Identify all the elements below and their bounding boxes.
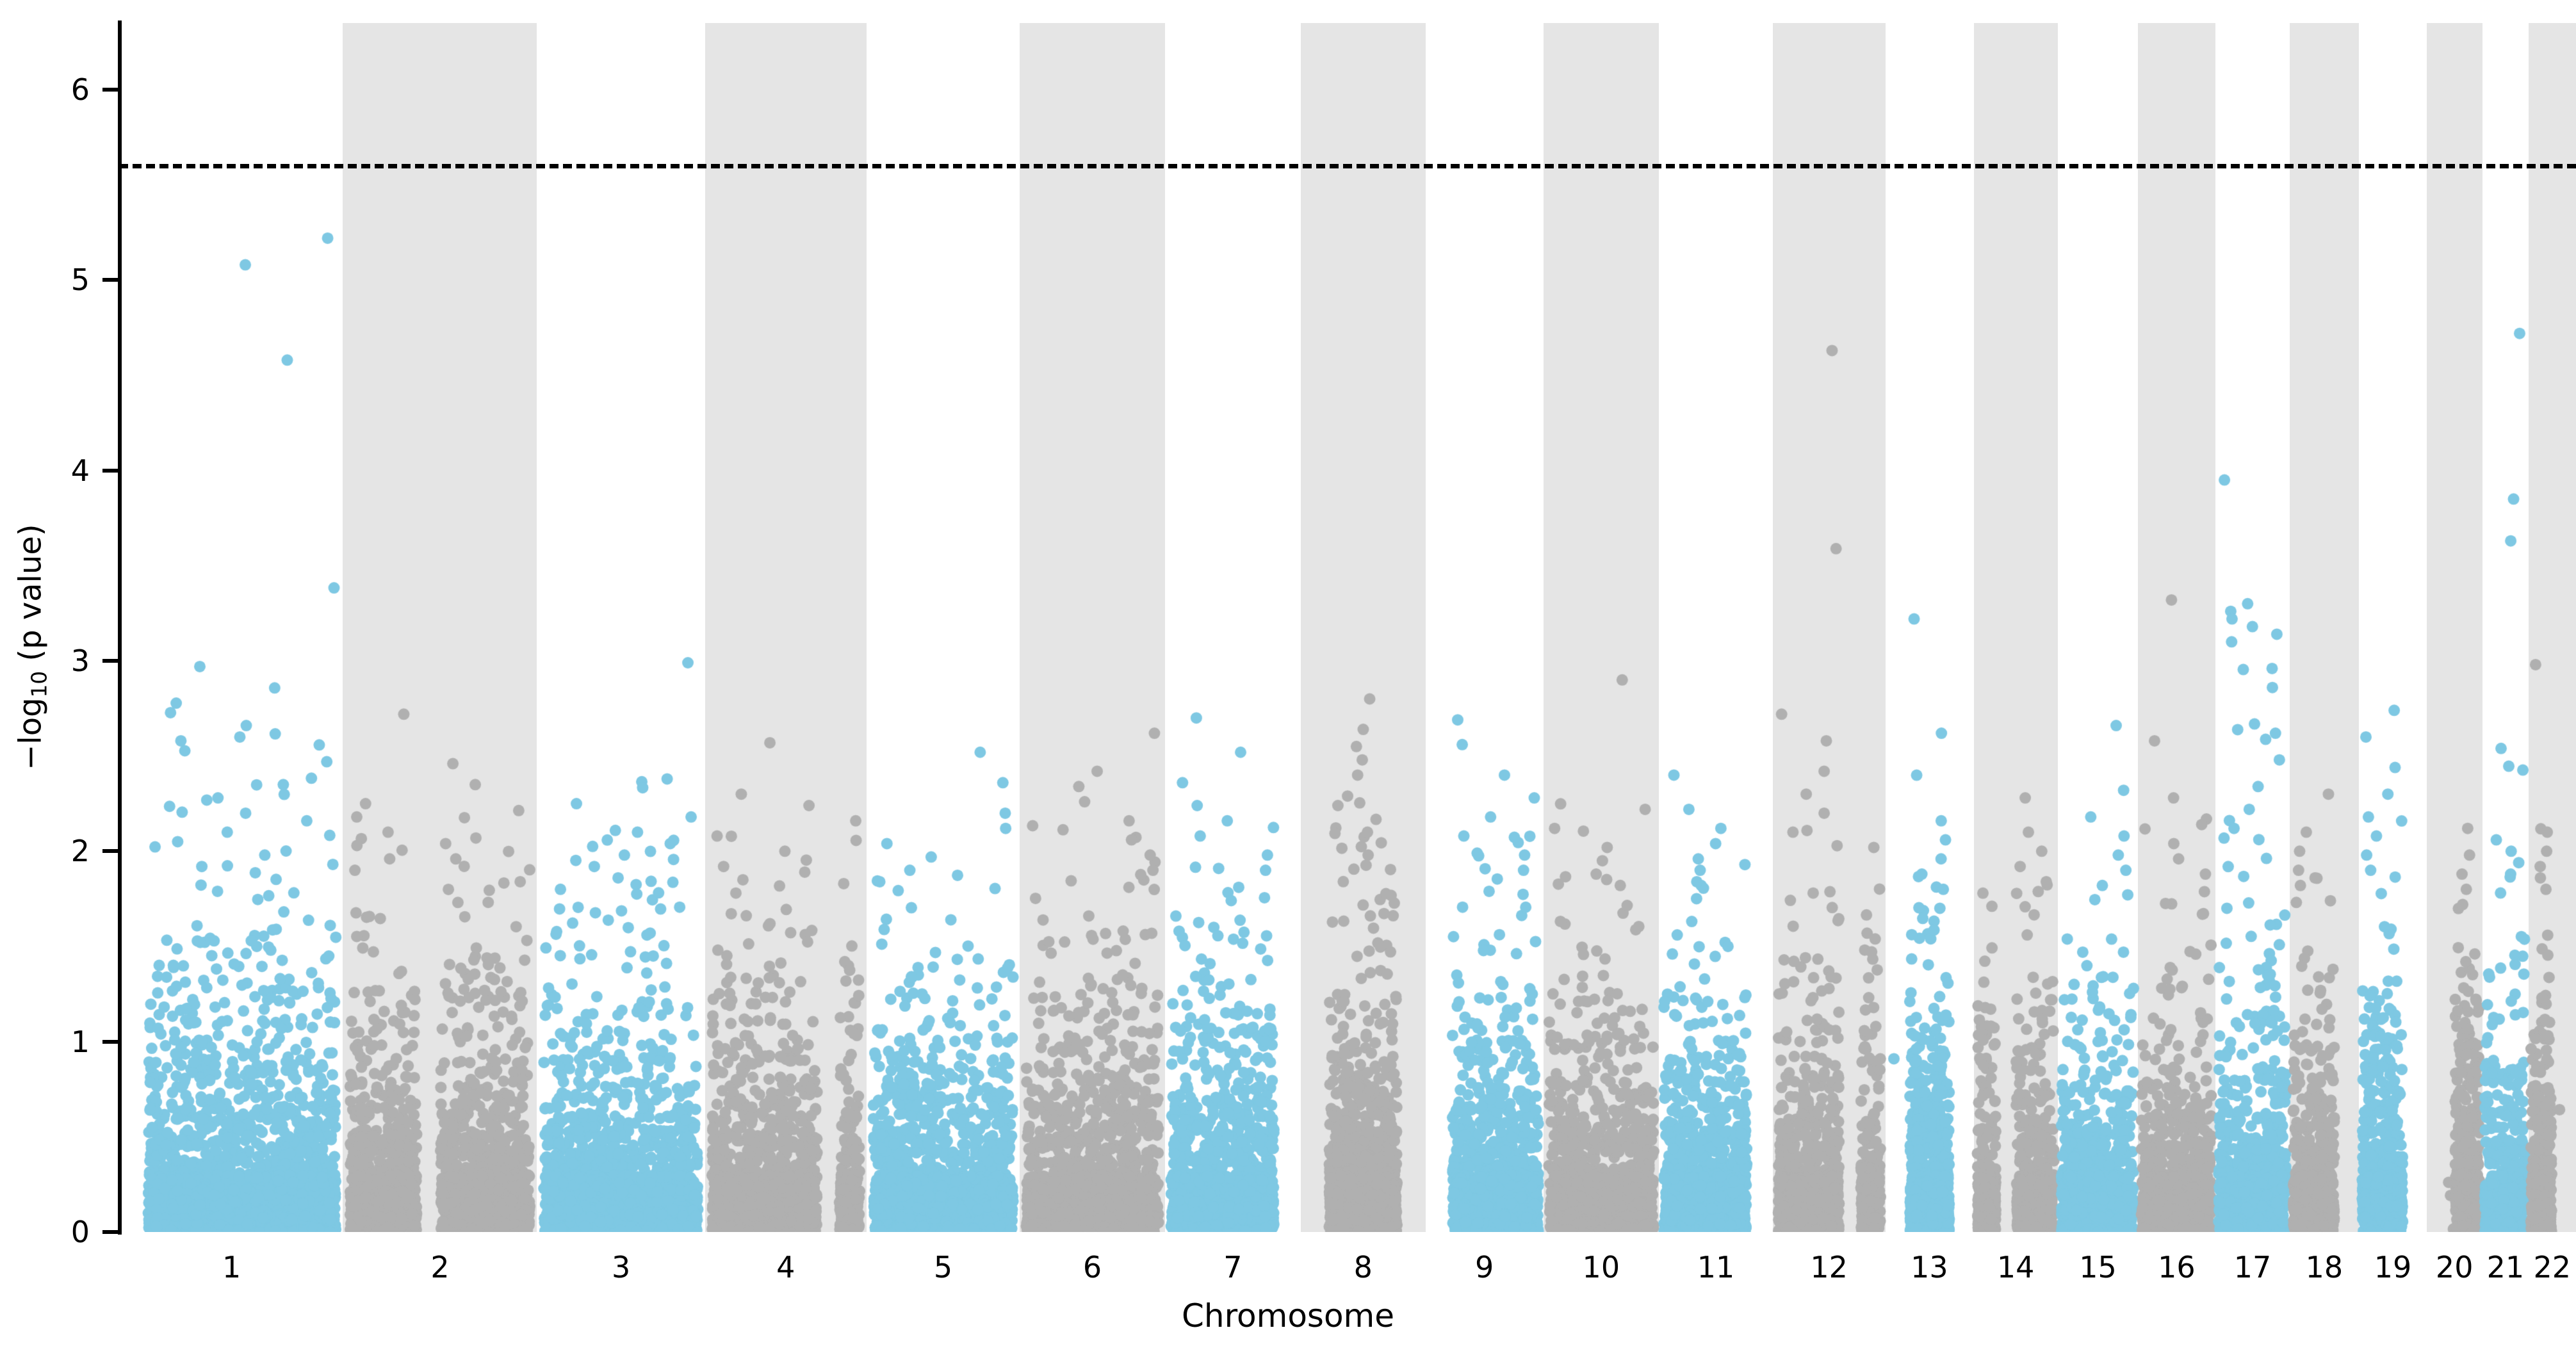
- y-tick-mark: [102, 1230, 119, 1234]
- y-axis-title: −log10 (p value): [12, 524, 52, 770]
- y-tick-mark: [102, 278, 119, 282]
- x-tick-label-chr10: 10: [1582, 1250, 1620, 1285]
- x-tick-label-chr19: 19: [2374, 1250, 2412, 1285]
- x-tick-label-chr7: 7: [1223, 1250, 1243, 1285]
- plot-area: [120, 23, 2576, 1232]
- y-axis-title-subscript: 10: [27, 670, 52, 698]
- y-tick-label: 5: [70, 263, 90, 298]
- x-tick-label-chr1: 1: [222, 1250, 241, 1285]
- x-tick-label-chr21: 21: [2486, 1250, 2525, 1285]
- x-axis-title: Chromosome: [1181, 1297, 1395, 1334]
- x-tick-label-chr11: 11: [1697, 1250, 1735, 1285]
- x-tick-label-chr12: 12: [1810, 1250, 1848, 1285]
- x-tick-label-chr14: 14: [1996, 1250, 2035, 1285]
- x-tick-label-chr20: 20: [2435, 1250, 2474, 1285]
- y-tick-label: 0: [70, 1215, 90, 1249]
- x-tick-label-chr9: 9: [1475, 1250, 1494, 1285]
- y-tick-mark: [102, 659, 119, 663]
- x-tick-label-chr3: 3: [611, 1250, 631, 1285]
- y-tick-label: 1: [70, 1024, 90, 1059]
- x-tick-label-chr17: 17: [2233, 1250, 2272, 1285]
- x-tick-label-chr6: 6: [1082, 1250, 1102, 1285]
- x-tick-label-chr5: 5: [933, 1250, 953, 1285]
- x-tick-label-chr18: 18: [2305, 1250, 2344, 1285]
- y-tick-label: 6: [70, 72, 90, 108]
- x-tick-label-chr8: 8: [1353, 1250, 1373, 1285]
- x-tick-label-chr2: 2: [430, 1250, 450, 1285]
- y-tick-label: 3: [70, 644, 90, 679]
- scatter-points: [120, 23, 2576, 1232]
- y-tick-mark: [102, 88, 119, 92]
- x-tick-label-chr15: 15: [2079, 1250, 2117, 1285]
- y-tick-mark: [102, 849, 119, 854]
- x-tick-label-chr16: 16: [2158, 1250, 2196, 1285]
- y-axis-spine: [118, 20, 122, 1235]
- y-tick-label: 2: [70, 834, 90, 869]
- y-tick-mark: [102, 1039, 119, 1044]
- x-tick-label-chr13: 13: [1911, 1250, 1948, 1285]
- x-tick-label-chr4: 4: [776, 1250, 795, 1285]
- y-tick-label: 4: [70, 453, 90, 488]
- y-tick-mark: [102, 468, 119, 473]
- x-tick-label-chr22: 22: [2533, 1250, 2571, 1285]
